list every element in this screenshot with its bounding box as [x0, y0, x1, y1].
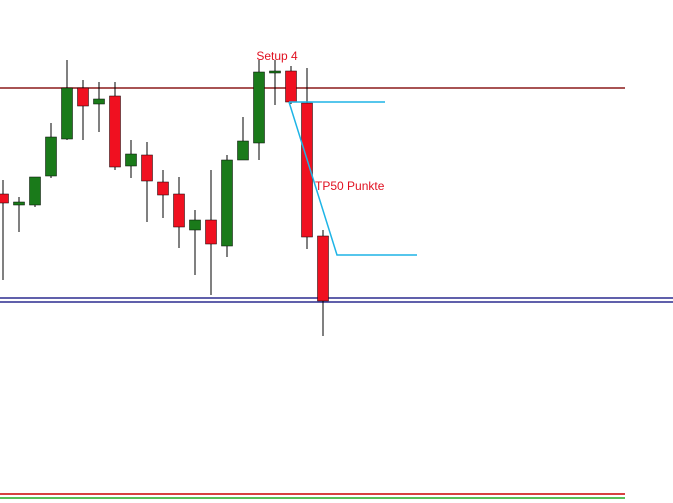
candle-body	[237, 140, 249, 161]
candle-body	[109, 95, 121, 168]
candle-body	[221, 159, 233, 247]
candle-body	[285, 70, 297, 103]
candle-body	[253, 71, 265, 144]
candle-body	[77, 87, 89, 107]
candle-body	[61, 87, 73, 140]
candle-body	[0, 193, 9, 204]
candle-body	[317, 235, 329, 302]
candle-body	[173, 193, 185, 228]
candle-body	[29, 176, 41, 206]
trend-line	[288, 101, 417, 256]
annotation: Setup 4	[256, 49, 298, 63]
candle-body	[125, 153, 137, 167]
candle-body	[205, 219, 217, 245]
candle-body	[301, 102, 313, 238]
candle-body	[13, 201, 25, 206]
candle-body	[189, 219, 201, 231]
candle-body	[269, 70, 281, 74]
candle-body	[93, 98, 105, 105]
candle-body	[141, 154, 153, 182]
candle-body	[157, 181, 169, 196]
candle-body	[45, 136, 57, 177]
annotation: TP50 Punkte	[315, 179, 385, 193]
